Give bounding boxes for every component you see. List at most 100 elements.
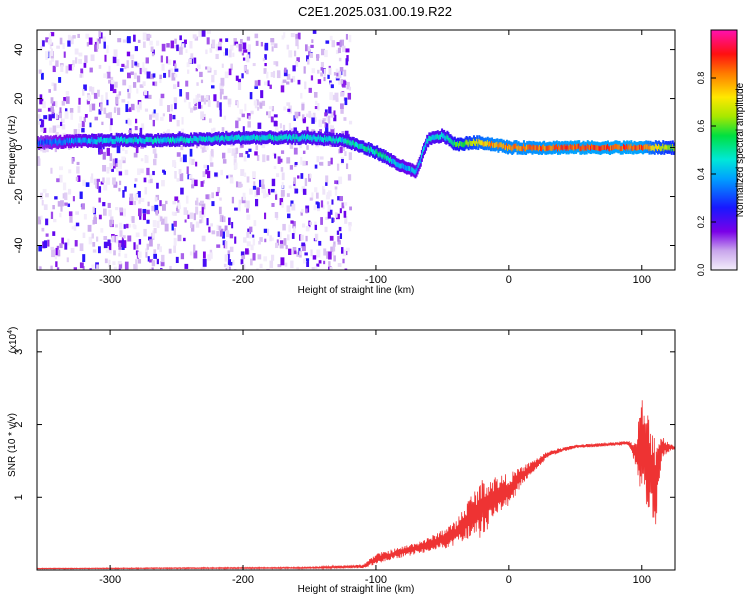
noise-speckle: [145, 248, 149, 253]
noise-speckle: [49, 60, 53, 66]
noise-speckle: [140, 158, 144, 162]
noise-speckle: [223, 95, 228, 100]
trace-core: [45, 139, 48, 145]
noise-speckle: [102, 36, 106, 43]
noise-speckle: [72, 60, 75, 67]
noise-speckle: [337, 47, 341, 54]
trace-core: [182, 138, 185, 144]
noise-speckle: [50, 32, 55, 37]
noise-speckle: [238, 117, 241, 122]
noise-speckle: [330, 246, 334, 253]
trace-core: [298, 136, 301, 142]
noise-speckle: [339, 67, 344, 72]
y-tick-label: 40: [13, 43, 25, 55]
noise-speckle: [288, 122, 292, 131]
noise-speckle: [115, 224, 118, 228]
noise-speckle: [273, 70, 276, 78]
trace-core: [554, 144, 557, 150]
noise-speckle: [273, 120, 278, 127]
noise-speckle: [314, 266, 318, 270]
noise-speckle: [306, 126, 309, 134]
noise-speckle: [256, 187, 260, 196]
noise-speckle: [173, 60, 176, 67]
trace-core: [489, 142, 492, 148]
trace-core: [106, 137, 109, 143]
noise-speckle: [325, 175, 329, 183]
noise-speckle: [319, 162, 323, 166]
trace-core: [95, 139, 98, 145]
trace-core: [420, 153, 423, 159]
trace-core: [399, 163, 402, 169]
trace-core: [469, 140, 472, 146]
noise-speckle: [264, 212, 267, 220]
x-tick-label: 0: [506, 274, 512, 286]
trace-core: [345, 138, 348, 144]
noise-speckle: [329, 209, 333, 215]
noise-speckle: [250, 244, 254, 251]
noise-speckle: [176, 178, 180, 182]
trace-core: [266, 135, 269, 141]
noise-speckle: [85, 33, 90, 39]
noise-speckle: [98, 186, 102, 193]
trace-core: [46, 138, 49, 144]
trace-core: [505, 143, 508, 149]
noise-speckle: [131, 216, 135, 223]
noise-speckle: [305, 208, 308, 214]
noise-speckle: [262, 154, 266, 163]
trace-core: [195, 136, 198, 142]
trace-core: [411, 166, 414, 172]
noise-speckle: [256, 154, 260, 161]
noise-speckle: [70, 36, 74, 45]
noise-speckle: [270, 254, 275, 261]
noise-speckle: [143, 90, 148, 96]
snr-panel: -300 -200 -100 0 100 123 Height of straight …: [7, 327, 676, 595]
noise-speckle: [279, 243, 284, 249]
noise-speckle: [242, 192, 246, 201]
trace-core: [424, 145, 427, 151]
noise-speckle: [253, 181, 256, 187]
noise-speckle: [176, 44, 179, 52]
trace-core: [131, 137, 134, 143]
noise-speckle: [145, 251, 148, 258]
noise-speckle: [135, 264, 138, 270]
noise-speckle: [91, 233, 94, 239]
noise-speckle: [149, 178, 153, 184]
noise-speckle: [86, 99, 90, 105]
trace-core: [455, 141, 458, 147]
noise-speckle: [81, 70, 84, 78]
noise-speckle: [212, 127, 216, 132]
trace-core: [218, 137, 221, 143]
noise-speckle: [82, 254, 86, 262]
trace-core: [419, 158, 422, 164]
noise-speckle: [129, 197, 134, 206]
noise-speckle: [55, 113, 58, 119]
noise-speckle: [336, 42, 340, 46]
noise-speckle: [301, 208, 304, 213]
noise-speckle: [134, 193, 139, 201]
noise-speckle: [301, 114, 305, 122]
noise-speckle: [280, 150, 285, 154]
trace-core: [491, 140, 494, 146]
trace-core: [331, 138, 334, 144]
trace-core: [601, 145, 604, 151]
trace-core: [167, 136, 170, 142]
trace-core: [535, 145, 538, 151]
noise-speckle: [294, 250, 297, 254]
noise-speckle: [163, 170, 166, 175]
trace-core: [432, 134, 435, 140]
noise-speckle: [345, 163, 349, 170]
trace-core: [388, 157, 391, 163]
noise-speckle: [166, 43, 170, 48]
trace-core: [63, 138, 66, 144]
trace-core: [553, 145, 556, 151]
trace-core: [166, 136, 169, 142]
noise-speckle: [118, 252, 121, 257]
trace-core: [391, 158, 394, 164]
noise-speckle: [46, 145, 49, 153]
noise-speckle: [153, 227, 157, 234]
trace-core: [112, 139, 115, 145]
noise-speckle: [103, 107, 107, 115]
noise-speckle: [92, 249, 97, 253]
trace-core: [37, 139, 39, 145]
trace-core: [176, 138, 179, 144]
